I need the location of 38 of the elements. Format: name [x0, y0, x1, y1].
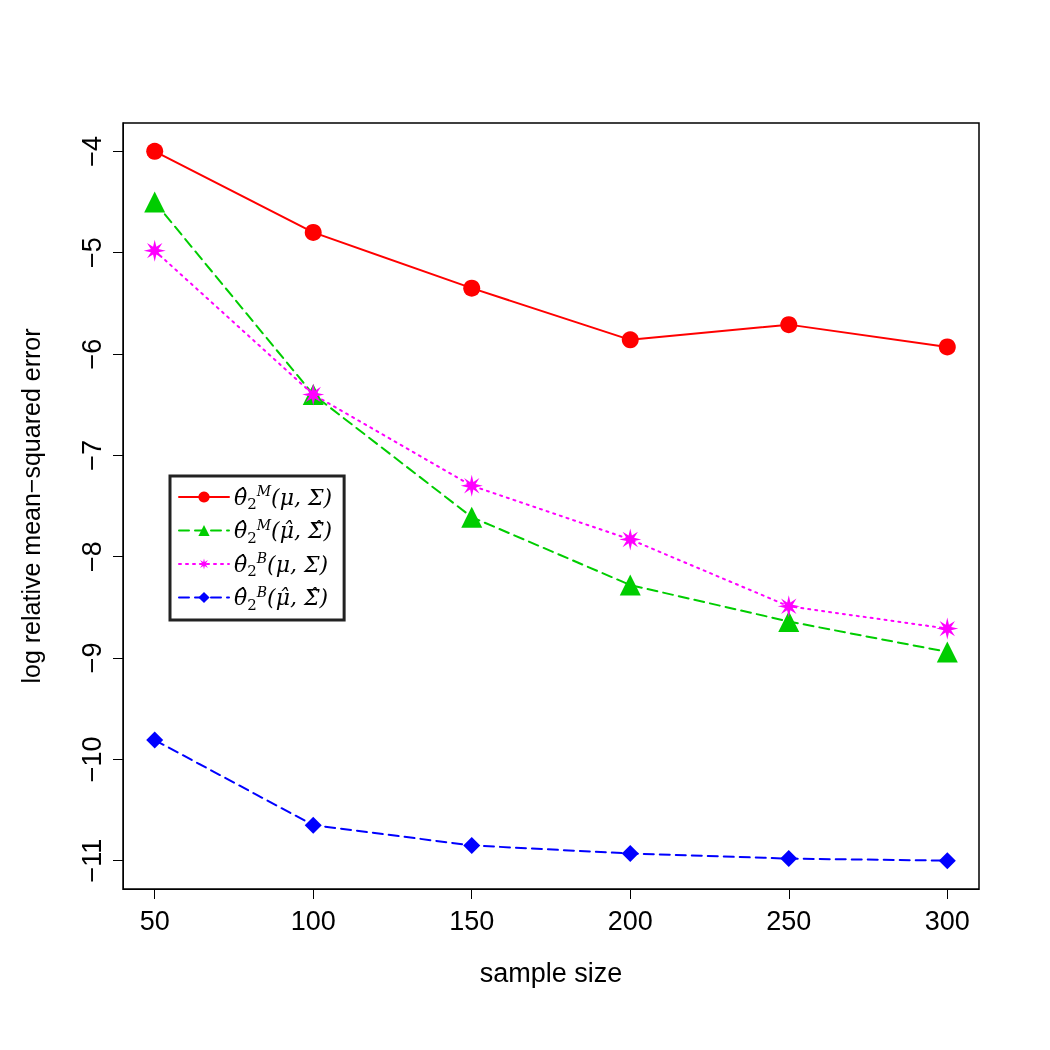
point: [621, 845, 639, 863]
x-tick-label: 250: [766, 905, 812, 936]
point: [936, 641, 958, 663]
x-axis-title: sample size: [479, 957, 623, 988]
x-tick-label: 50: [139, 905, 170, 936]
point: [619, 528, 642, 551]
point: [780, 316, 798, 334]
y-tick-label: −11: [76, 838, 107, 883]
point: [777, 595, 800, 618]
point: [938, 852, 956, 870]
point: [144, 191, 166, 213]
y-tick-label: −5: [76, 237, 107, 269]
point: [460, 474, 483, 497]
x-tick-label: 300: [924, 905, 970, 936]
y-tick-label: −6: [76, 338, 107, 370]
y-tick-label: −7: [76, 439, 107, 471]
point: [619, 574, 641, 596]
point: [778, 611, 800, 633]
x-tick-label: 100: [290, 905, 336, 936]
point: [463, 279, 481, 297]
y-tick-label: −9: [76, 642, 107, 674]
point: [146, 731, 164, 749]
y-tick-label: −10: [76, 736, 107, 783]
y-tick-label: −4: [76, 135, 107, 167]
point: [463, 836, 481, 854]
point: [143, 239, 166, 262]
point: [461, 506, 483, 528]
point: [621, 331, 639, 349]
point: [304, 223, 322, 241]
x-tick-label: 150: [449, 905, 495, 936]
point: [780, 850, 798, 868]
point: [936, 617, 959, 640]
point: [146, 142, 164, 160]
point: [938, 338, 956, 356]
y-axis-title: log relative mean−squared error: [16, 328, 45, 684]
x-tick-label: 200: [607, 905, 653, 936]
point: [304, 816, 322, 834]
y-tick-label: −8: [76, 541, 107, 573]
